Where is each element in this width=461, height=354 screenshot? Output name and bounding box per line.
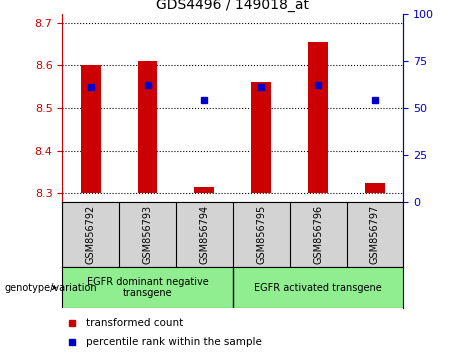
Text: GSM856793: GSM856793 <box>142 205 153 264</box>
Text: GSM856796: GSM856796 <box>313 205 323 264</box>
Text: EGFR activated transgene: EGFR activated transgene <box>254 282 382 293</box>
Text: EGFR dominant negative
transgene: EGFR dominant negative transgene <box>87 277 208 298</box>
Bar <box>365 183 385 193</box>
Text: percentile rank within the sample: percentile rank within the sample <box>86 337 262 348</box>
Title: GDS4496 / 149018_at: GDS4496 / 149018_at <box>156 0 309 12</box>
Bar <box>137 61 158 193</box>
Text: genotype/variation: genotype/variation <box>5 282 97 293</box>
Bar <box>81 65 100 193</box>
Text: GSM856795: GSM856795 <box>256 205 266 264</box>
Text: GSM856792: GSM856792 <box>86 205 96 264</box>
Bar <box>195 187 214 193</box>
Bar <box>251 82 271 193</box>
Text: GSM856797: GSM856797 <box>370 205 380 264</box>
Bar <box>308 42 328 193</box>
Text: GSM856794: GSM856794 <box>199 205 209 264</box>
Text: transformed count: transformed count <box>86 318 183 328</box>
